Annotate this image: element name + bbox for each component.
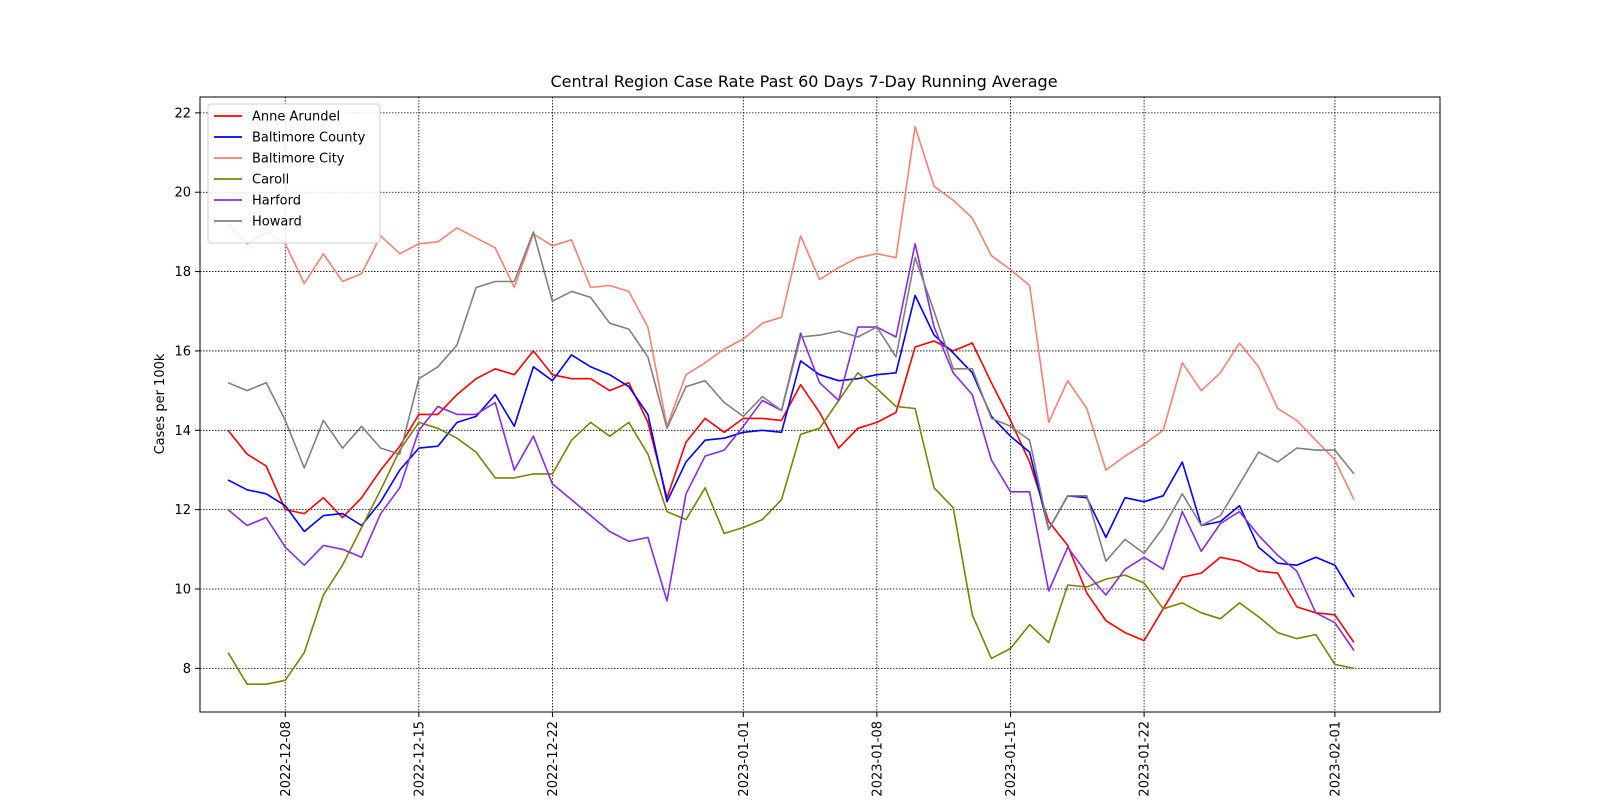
y-tick-label: 16	[174, 344, 191, 359]
y-axis: 8 10 12 14 16 18 20 22	[174, 106, 200, 677]
series-line	[227, 294, 1355, 598]
series-line	[227, 243, 1355, 651]
legend-box	[207, 103, 381, 244]
x-tick-label: 2023-01-08	[870, 721, 885, 797]
y-tick-label: 20	[174, 186, 191, 201]
y-axis-label: Cases per 100k	[153, 353, 168, 454]
x-tick-label: 2022-12-22	[546, 721, 561, 797]
y-tick-label: 12	[174, 503, 191, 518]
x-tick-label: 2023-02-01	[1328, 721, 1343, 797]
y-tick-label: 22	[174, 106, 191, 121]
plot-frame	[199, 96, 1441, 713]
legend-label: Harford	[252, 194, 301, 209]
y-tick-label: 18	[174, 265, 191, 280]
chart-title: Central Region Case Rate Past 60 Days 7-…	[550, 72, 1057, 91]
series-line	[227, 231, 1355, 563]
x-tick-label: 2023-01-01	[737, 721, 752, 797]
x-tick-label: 2023-01-15	[1004, 721, 1019, 797]
series-line	[227, 340, 1355, 644]
series-layer	[227, 126, 1355, 686]
grid	[200, 97, 1440, 712]
legend-label: Anne Arundel	[252, 110, 340, 125]
legend-label: Caroll	[252, 173, 289, 188]
legend: Anne Arundel Baltimore County Baltimore Ci…	[207, 103, 381, 244]
legend-label: Howard	[252, 215, 302, 230]
x-axis: 2022-12-08 2022-12-15 2022-12-22 2023-01-01…	[279, 712, 1343, 797]
y-tick-label: 10	[174, 583, 191, 598]
series-line	[227, 126, 1355, 501]
series-line	[227, 371, 1355, 686]
x-tick-label: 2023-01-22	[1138, 721, 1153, 797]
y-tick-label: 8	[183, 662, 191, 677]
y-tick-label: 14	[174, 424, 191, 439]
legend-label: Baltimore City	[252, 152, 345, 167]
legend-label: Baltimore County	[252, 131, 366, 146]
x-tick-label: 2022-12-15	[412, 721, 427, 797]
x-tick-label: 2022-12-08	[279, 721, 294, 797]
